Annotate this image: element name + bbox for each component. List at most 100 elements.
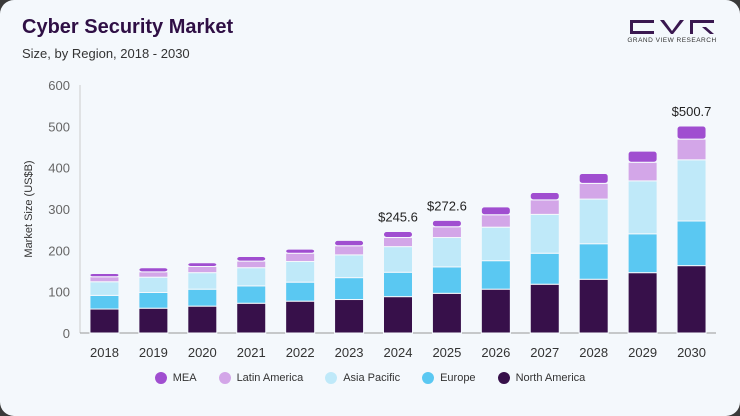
bar-segment-latin-america	[334, 245, 365, 256]
x-tick-label: 2026	[481, 345, 510, 360]
bar-segment-europe	[431, 266, 462, 294]
legend-label: Asia Pacific	[343, 372, 401, 384]
chart-title: Cyber Security Market	[22, 16, 234, 38]
legend-label: North America	[515, 372, 586, 384]
x-tick-label: 2018	[90, 345, 119, 360]
logo-text: GRAND VIEW RESEARCH	[627, 37, 717, 44]
bar-segment-latin-america	[236, 260, 267, 269]
bar-segment-mea	[334, 239, 365, 247]
legend-item: Europe	[422, 372, 476, 384]
x-tick-label: 2027	[530, 345, 559, 360]
bar-segment-mea	[529, 191, 560, 201]
bar-segment-asia-pacific	[529, 213, 560, 254]
bar-segment-north-america	[578, 278, 609, 334]
bar-segment-latin-america	[529, 199, 560, 215]
bar-segment-asia-pacific	[236, 267, 267, 287]
x-tick-label: 2022	[286, 345, 315, 360]
grand-view-research-logo	[630, 20, 714, 34]
data-label: $272.6	[427, 198, 467, 213]
bar-segment-asia-pacific	[480, 226, 511, 262]
bar-segment-europe	[89, 294, 120, 310]
bar-segment-latin-america	[89, 276, 120, 283]
bar-segment-europe	[578, 243, 609, 280]
y-tick-label: 0	[63, 326, 70, 341]
bar-segment-asia-pacific	[138, 276, 169, 293]
y-tick-label: 400	[48, 161, 70, 176]
x-tick-label: 2025	[432, 345, 461, 360]
x-tick-label: 2028	[579, 345, 608, 360]
bar-segment-latin-america	[578, 182, 609, 200]
bar-segment-north-america	[285, 300, 316, 334]
bar-segment-mea	[578, 172, 609, 184]
bar-segment-asia-pacific	[627, 180, 658, 235]
bar-segment-latin-america	[138, 271, 169, 278]
bar-segment-mea	[383, 230, 413, 239]
bar-segment-north-america	[236, 302, 267, 334]
bar-segment-asia-pacific	[89, 281, 120, 296]
bar-segment-latin-america	[676, 138, 707, 161]
bar-segment-north-america	[676, 265, 707, 334]
y-tick-label: 600	[48, 78, 70, 93]
y-tick-label: 500	[48, 119, 70, 134]
legend-swatch	[325, 372, 338, 384]
bar-segment-asia-pacific	[431, 237, 462, 268]
data-label: $245.6	[378, 209, 418, 224]
bar-segment-mea	[431, 219, 462, 228]
bar-segment-latin-america	[480, 214, 511, 228]
x-tick-label: 2019	[139, 345, 168, 360]
legend-swatch	[218, 372, 231, 384]
bar-segment-latin-america	[285, 252, 316, 262]
bar-segment-north-america	[138, 307, 169, 334]
legend-item: MEA	[154, 372, 197, 384]
bar-segment-europe	[236, 285, 267, 304]
bar-segment-europe	[138, 291, 169, 309]
legend-item: Asia Pacific	[325, 372, 400, 384]
bar-segment-asia-pacific	[187, 272, 218, 290]
bar-segment-europe	[529, 252, 560, 285]
bar-segment-asia-pacific	[334, 254, 365, 279]
legend: MEA Latin America Asia Pacific Europe North …	[0, 372, 740, 384]
bar-segment-north-america	[529, 283, 560, 334]
x-tick-label: 2030	[677, 345, 706, 360]
legend-label: MEA	[172, 372, 197, 384]
bar-segment-asia-pacific	[285, 260, 316, 283]
legend-item: North America	[497, 372, 586, 384]
bar-segment-north-america	[627, 272, 658, 334]
bar-segment-asia-pacific	[578, 198, 609, 245]
legend-swatch	[422, 372, 435, 384]
x-tick-label: 2024	[384, 345, 413, 360]
bar-segment-asia-pacific	[383, 246, 413, 273]
legend-label: Europe	[440, 372, 476, 384]
bar-segment-europe	[285, 281, 316, 302]
bar-segment-latin-america	[627, 161, 658, 182]
bar-segment-mea	[138, 267, 169, 273]
x-tick-label: 2023	[335, 345, 364, 360]
y-tick-label: 200	[48, 243, 70, 258]
y-tick-label: 300	[48, 202, 70, 217]
bar-segment-europe	[334, 277, 365, 301]
y-axis-title: Market Size (US$B)	[23, 160, 35, 257]
bar-segment-mea	[676, 125, 707, 140]
bar-segment-europe	[187, 288, 218, 307]
bar-segment-mea	[236, 256, 267, 262]
x-tick-label: 2020	[188, 345, 217, 360]
data-label: $500.7	[672, 104, 712, 119]
legend-swatch	[497, 372, 510, 384]
bar-segment-north-america	[383, 296, 413, 334]
bar-segment-mea	[627, 150, 658, 163]
bar-segment-europe	[383, 271, 413, 298]
bar-segment-europe	[480, 260, 511, 290]
legend-label: Latin America	[236, 372, 304, 384]
bar-segment-mea	[89, 272, 120, 278]
legend-swatch	[154, 372, 167, 384]
bar-segment-north-america	[89, 308, 120, 334]
bar-segment-europe	[676, 220, 707, 267]
bar-segment-north-america	[431, 292, 462, 334]
bar-segment-north-america	[187, 305, 218, 334]
bar-segment-asia-pacific	[676, 159, 707, 222]
bar-segment-north-america	[334, 299, 365, 334]
bar-segment-europe	[627, 233, 658, 274]
bar-segment-mea	[480, 206, 511, 216]
